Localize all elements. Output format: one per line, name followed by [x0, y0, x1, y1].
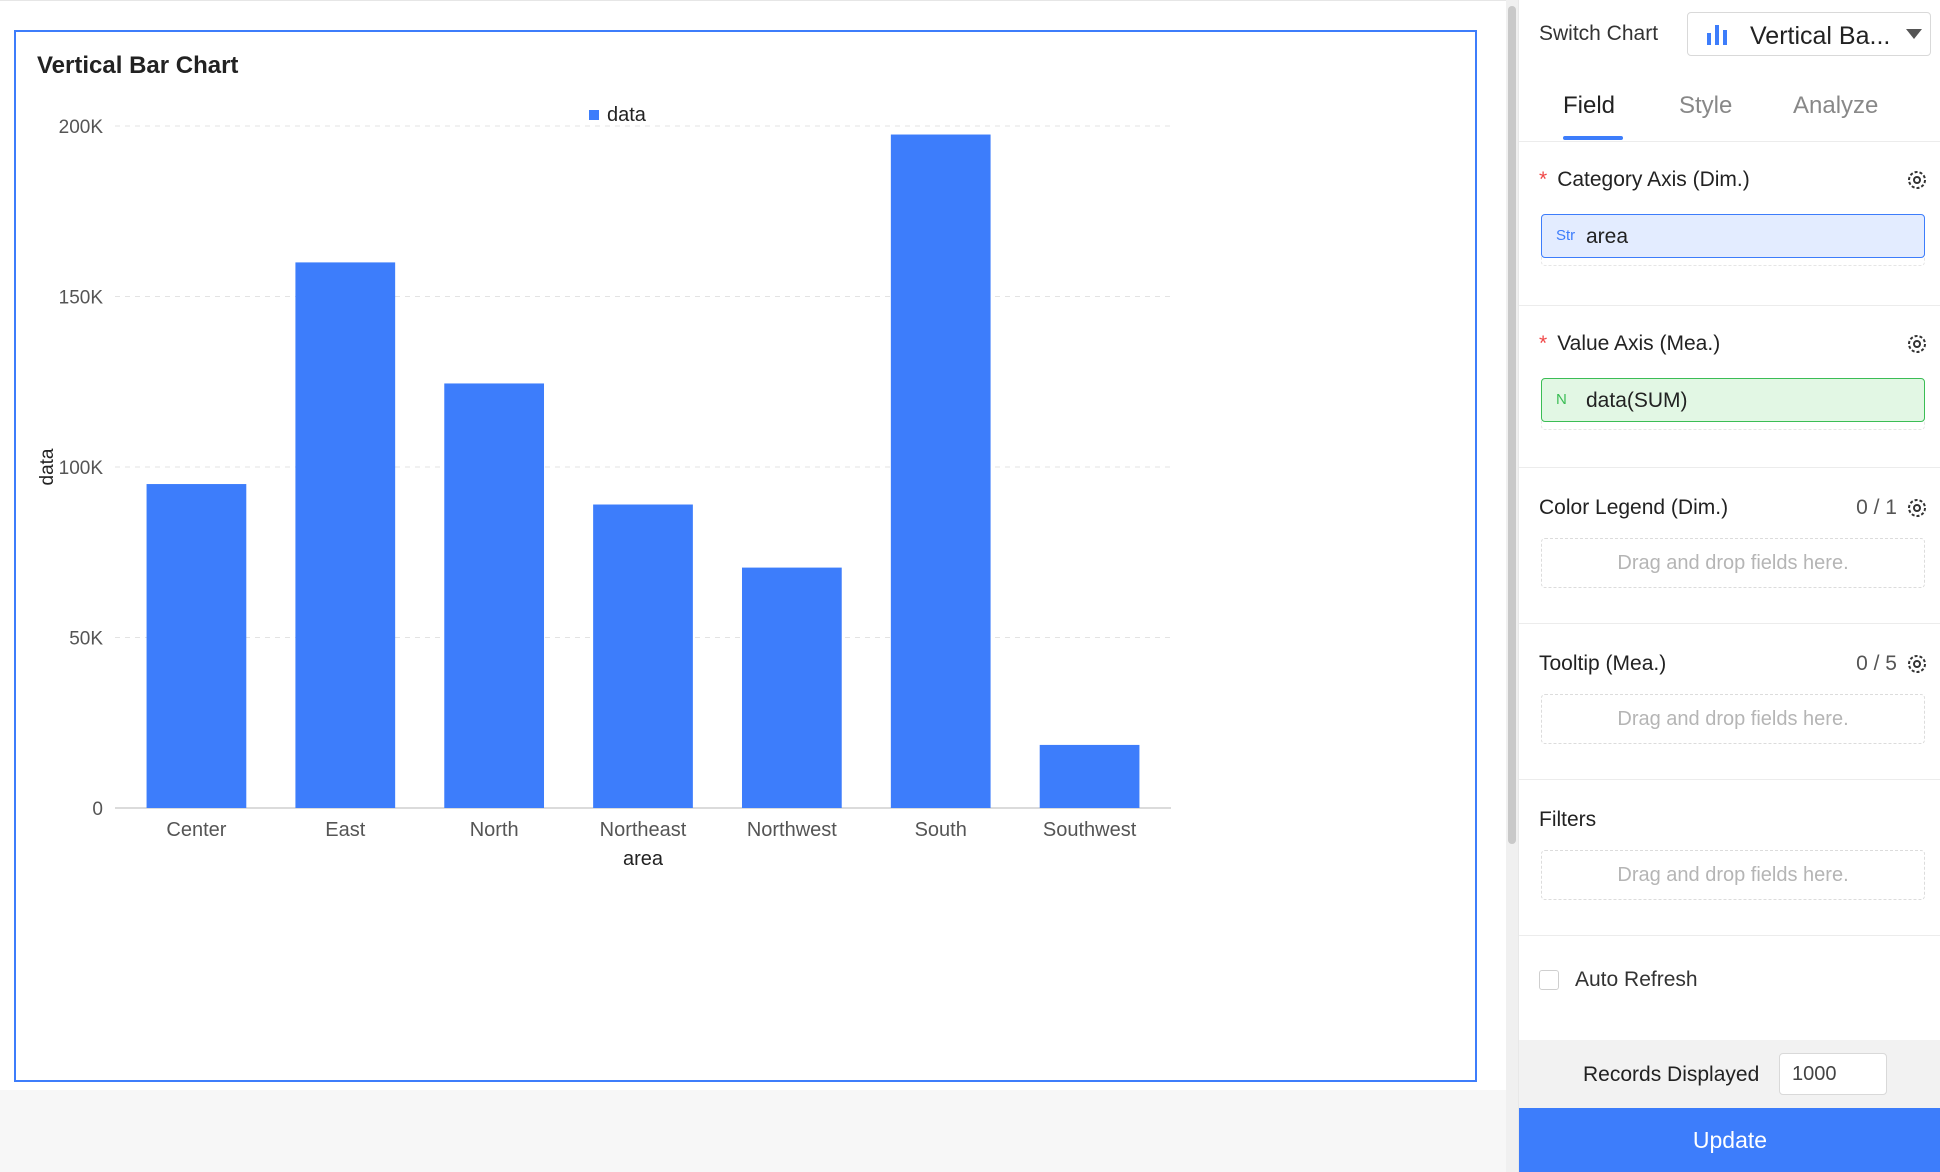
- caret-down-icon: [1906, 29, 1922, 39]
- config-panel: Switch Chart Vertical Ba... Field Style …: [1518, 0, 1940, 1172]
- active-tab-indicator: [1563, 136, 1623, 140]
- canvas-surface: Vertical Bar Chart 0 50K 100K 150K 200K Cente…: [0, 0, 1506, 1082]
- color-legend-drop-zone[interactable]: Drag and drop fields here.: [1541, 538, 1925, 588]
- bar: [444, 383, 545, 808]
- chart-canvas-area: Vertical Bar Chart 0 50K 100K 150K 200K Cente…: [0, 0, 1506, 1082]
- auto-refresh-label: Auto Refresh: [1575, 968, 1698, 991]
- tab-field[interactable]: Field: [1563, 92, 1616, 119]
- canvas-scrollbar[interactable]: [1506, 0, 1518, 1172]
- string-type-icon: Str: [1556, 227, 1576, 244]
- category-axis-label: * Category Axis (Dim.): [1539, 168, 1750, 191]
- chart-title: Vertical Bar Chart: [37, 52, 239, 79]
- filters-label: Filters: [1539, 808, 1597, 831]
- chart-type-select[interactable]: Vertical Ba...: [1687, 12, 1931, 56]
- y-tick-label: 100K: [59, 458, 104, 479]
- bar-chart: 0 50K 100K 150K 200K Center East North Northeast…: [37, 104, 1171, 870]
- x-tick-label: Southwest: [1043, 819, 1137, 841]
- y-axis-title: data: [37, 448, 58, 485]
- bar: [146, 484, 247, 808]
- required-mark: *: [1539, 332, 1548, 355]
- panel-tabs: Field Style Analyze: [1519, 70, 1940, 142]
- chart-card[interactable]: Vertical Bar Chart 0 50K 100K 150K 200K Cente…: [14, 30, 1477, 1082]
- x-tick-label: North: [470, 819, 519, 841]
- tab-style[interactable]: Style: [1679, 92, 1733, 119]
- tooltip-section: Tooltip (Mea.) 0 / 5 Drag and drop field…: [1519, 624, 1940, 780]
- color-legend-label: Color Legend (Dim.): [1539, 496, 1729, 519]
- required-mark: *: [1539, 168, 1548, 191]
- number-type-icon: N: [1556, 391, 1567, 408]
- y-tick-label: 50K: [69, 629, 103, 650]
- x-tick-label: Northeast: [600, 819, 687, 841]
- value-axis-label: * Value Axis (Mea.): [1539, 332, 1721, 355]
- tooltip-drop-zone[interactable]: Drag and drop fields here.: [1541, 694, 1925, 744]
- value-field-name: data(SUM): [1586, 389, 1688, 412]
- scrollbar-thumb[interactable]: [1508, 6, 1516, 844]
- color-legend-section: Color Legend (Dim.) 0 / 1 Drag and drop …: [1519, 468, 1940, 624]
- switch-chart-label: Switch Chart: [1539, 22, 1659, 45]
- x-tick-label: Northwest: [747, 819, 837, 841]
- bar: [890, 134, 991, 808]
- records-displayed-row: Records Displayed: [1519, 1040, 1940, 1110]
- filters-section: Filters Drag and drop fields here.: [1519, 780, 1940, 936]
- x-axis-title: area: [623, 848, 664, 870]
- auto-refresh-row: Auto Refresh: [1519, 940, 1940, 1040]
- value-field-pill[interactable]: N data(SUM): [1541, 378, 1925, 422]
- category-field-name: area: [1586, 225, 1629, 248]
- bar: [593, 504, 693, 808]
- category-field-pill[interactable]: Str area: [1541, 214, 1925, 258]
- update-button[interactable]: Update: [1519, 1108, 1940, 1172]
- bar: [741, 567, 842, 808]
- bar-chart-icon: [1707, 25, 1727, 45]
- tooltip-label: Tooltip (Mea.): [1539, 652, 1667, 675]
- x-tick-label: South: [915, 819, 967, 841]
- y-tick-label: 0: [92, 799, 103, 820]
- chart-type-value: Vertical Ba...: [1750, 22, 1891, 50]
- records-displayed-input[interactable]: [1779, 1053, 1887, 1095]
- y-tick-label: 200K: [59, 117, 104, 138]
- x-tick-label: East: [325, 819, 365, 841]
- x-tick-label: Center: [166, 819, 226, 841]
- value-axis-section: * Value Axis (Mea.) N data(SUM): [1519, 306, 1940, 468]
- records-displayed-label: Records Displayed: [1583, 1063, 1760, 1086]
- bar: [1039, 744, 1140, 808]
- legend-label: data: [607, 104, 647, 126]
- auto-refresh-checkbox[interactable]: [1539, 970, 1559, 990]
- gear-icon[interactable]: [1905, 168, 1929, 192]
- filters-drop-zone[interactable]: Drag and drop fields here.: [1541, 850, 1925, 900]
- color-legend-count: 0 / 1: [1856, 496, 1897, 519]
- gear-icon[interactable]: [1905, 496, 1929, 520]
- bar: [295, 262, 396, 808]
- legend-swatch: [589, 110, 599, 120]
- switch-chart-row: Switch Chart Vertical Ba...: [1519, 0, 1940, 70]
- y-tick-label: 150K: [59, 288, 104, 309]
- tab-analyze[interactable]: Analyze: [1793, 92, 1879, 119]
- category-axis-section: * Category Axis (Dim.) Str area: [1519, 142, 1940, 306]
- gear-icon[interactable]: [1905, 652, 1929, 676]
- gear-icon[interactable]: [1905, 332, 1929, 356]
- tooltip-count: 0 / 5: [1856, 652, 1897, 675]
